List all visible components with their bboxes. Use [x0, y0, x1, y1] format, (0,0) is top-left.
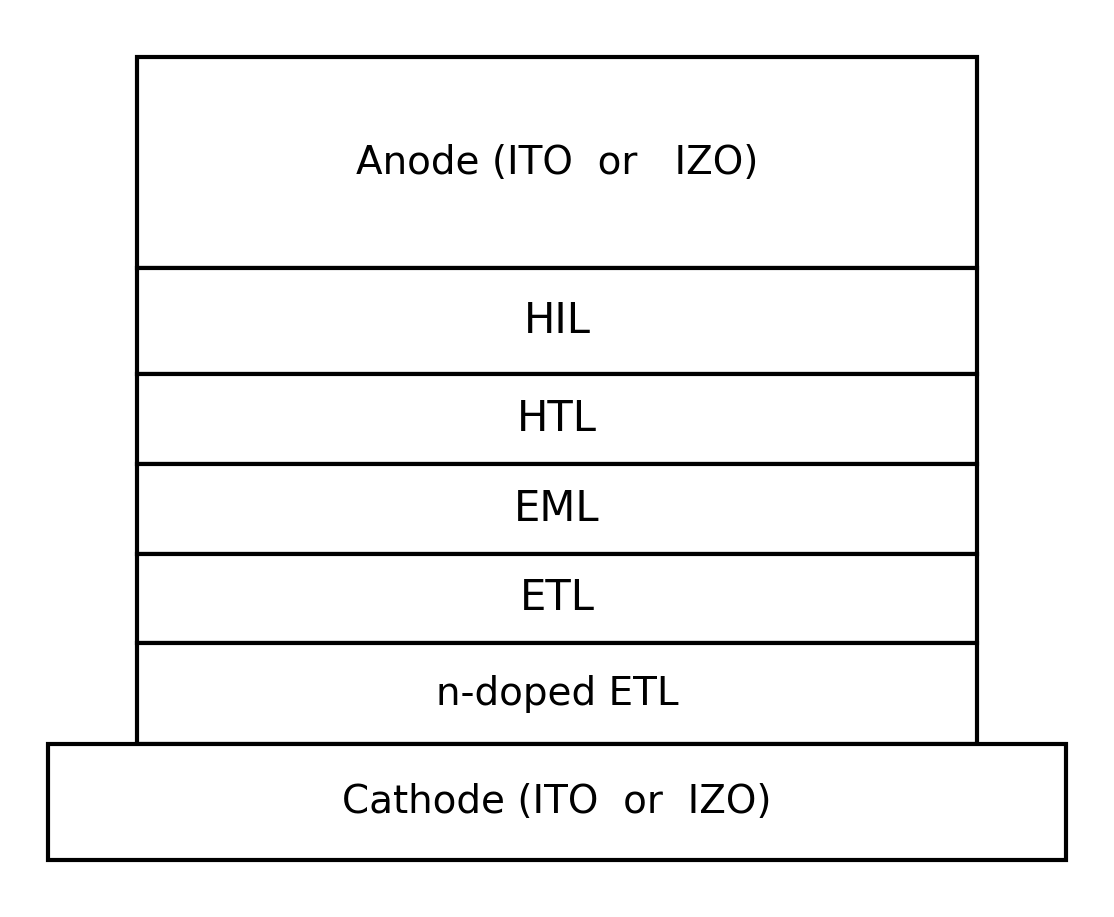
- Bar: [137, 269, 977, 374]
- Text: n-doped ETL: n-doped ETL: [436, 675, 678, 713]
- Text: Anode (ITO  or   IZO): Anode (ITO or IZO): [355, 144, 759, 182]
- Bar: [137, 374, 977, 464]
- Bar: [137, 644, 977, 744]
- Text: EML: EML: [515, 488, 599, 530]
- Text: ETL: ETL: [519, 578, 595, 620]
- Text: Cathode (ITO  or  IZO): Cathode (ITO or IZO): [342, 783, 772, 821]
- Bar: [137, 464, 977, 554]
- Bar: [137, 554, 977, 644]
- Bar: [48, 744, 1066, 860]
- Text: HIL: HIL: [524, 300, 590, 342]
- Text: HTL: HTL: [517, 398, 597, 440]
- Bar: [137, 57, 977, 269]
